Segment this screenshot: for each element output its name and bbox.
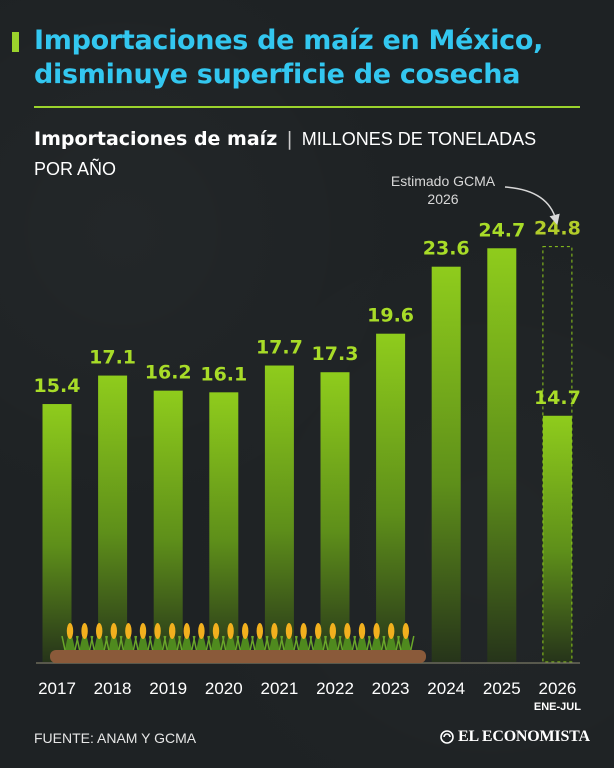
bar-2022 [320,372,350,662]
category-label-2018: 2018 [94,679,132,698]
bar-2021 [264,365,294,662]
value-label-2021: 17.7 [256,337,303,359]
category-label-2017: 2017 [38,679,76,698]
corn-icon [294,623,313,651]
corn-icon [75,623,94,651]
estimate-bar-outline [542,246,573,663]
bar-2023 [376,333,406,662]
category-label-2021: 2021 [260,679,298,698]
subtitle-main: Importaciones de maíz [34,128,278,150]
logo-text: EL ECONOMISTA [458,728,590,745]
chart-subtitle: Importaciones de maíz | MILLONES DE TONE… [34,124,594,184]
corn-icon [119,623,138,651]
estimate-value-label: 24.8 [534,218,581,240]
value-label-2023: 19.6 [367,305,414,327]
value-label-2025: 24.7 [478,219,525,241]
estimate-arrow-icon [504,186,560,226]
estimate-note-line-1: Estimado GCMA [390,173,496,189]
corn-icon [61,623,79,651]
corn-icon [90,623,108,651]
category-label-2020: 2020 [205,679,243,698]
category-label-2024: 2024 [427,679,465,698]
corn-icon [367,623,386,651]
publisher-logo: EL ECONOMISTA [440,728,590,746]
corn-icon [236,623,254,651]
corn-icon [221,623,240,651]
subtitle-unit-line-1: MILLONES DE TONELADAS [301,129,537,149]
category-label-2023: 2023 [372,679,410,698]
value-label-2020: 16.1 [200,363,247,385]
category-label-2019: 2019 [149,679,187,698]
subtitle-separator: | [286,128,293,150]
chart-title: Importaciones de maíz en México, disminu… [34,24,604,92]
value-label-2019: 16.2 [145,362,192,384]
value-label-2024: 23.6 [423,238,470,260]
category-label-2026: 2026 [538,679,576,698]
estimate-note: Estimado GCMA 2026 [368,172,518,208]
corn-icon [397,623,415,651]
corn-icon [382,623,400,651]
title-divider [34,106,580,108]
value-label-2017: 15.4 [34,375,81,397]
logo-mark-icon [440,730,454,744]
bar-2019 [153,390,183,662]
bar-2026 [542,415,572,662]
category-sublabel-2026: ENE-JUL [534,701,581,713]
bar-2020 [209,392,239,662]
title-line-2: disminuye superficie de cosecha [34,59,521,90]
source-note: FUENTE: ANAM Y GCMA [34,730,197,746]
bar-2018 [98,375,128,662]
corn-icon [134,623,152,651]
category-label-2022: 2022 [316,679,354,698]
bar-2024 [431,266,461,662]
bar-2017 [42,404,72,662]
title-accent-mark [12,32,19,52]
corn-icon [178,623,196,651]
corn-icon [148,623,167,651]
category-label-2025: 2025 [483,679,521,698]
bar-2025 [487,248,517,662]
corn-field-decoration [50,623,426,663]
corn-icon [192,623,211,651]
estimate-note-line-2: 2026 [427,191,459,207]
corn-icon [353,623,371,651]
value-label-2022: 17.3 [312,343,359,365]
subtitle-unit-line-2: POR AÑO [34,159,117,179]
soil-icon [50,650,426,663]
title-line-1: Importaciones de maíz en México, [34,25,544,56]
value-label-2018: 17.1 [89,347,136,369]
value-label-2026: 14.7 [534,387,581,409]
